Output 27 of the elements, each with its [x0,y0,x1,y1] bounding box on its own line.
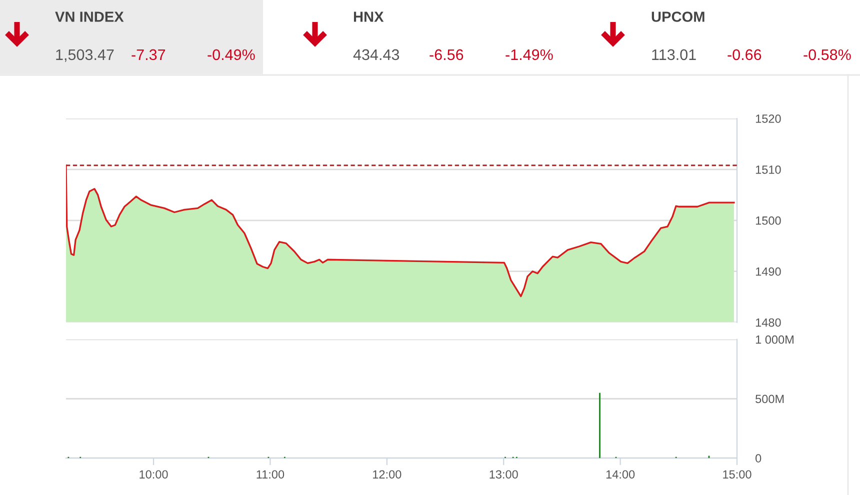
x-tick-label: 12:00 [373,470,402,479]
text: HNX [354,12,384,22]
y-tick-label: 1510 [756,165,781,174]
y-tick-label: 1500 [756,216,781,225]
x-tick-label: 13:00 [490,470,518,479]
y-tick-label: 1480 [756,318,781,327]
text: VN INDEX [55,12,124,22]
text: 113.01 [652,49,696,60]
text: -0.66 [728,49,762,60]
text: 1,503.47 [56,49,114,62]
text: -1.49% [506,49,553,60]
text: -0.58% [804,49,851,60]
line-series [66,164,735,298]
y-tick-label: 1520 [756,114,781,123]
x-tick-label: 10:00 [140,470,168,479]
y-tick-label: 1 000M [756,335,794,344]
y-tick-label: 1490 [756,267,781,276]
text: -0.49% [208,49,255,60]
x-tick-label: 11:00 [256,470,284,479]
y-tick-label: 500M [756,394,784,404]
text: 434.43 [353,49,400,60]
x-tick-label: 15:00 [723,470,752,479]
y-tick-label: 0 [756,454,762,462]
x-tick-label: 14:00 [606,470,635,479]
text: -6.56 [430,49,464,60]
text: UPCOM [652,12,704,22]
text: -7.37 [132,49,166,60]
